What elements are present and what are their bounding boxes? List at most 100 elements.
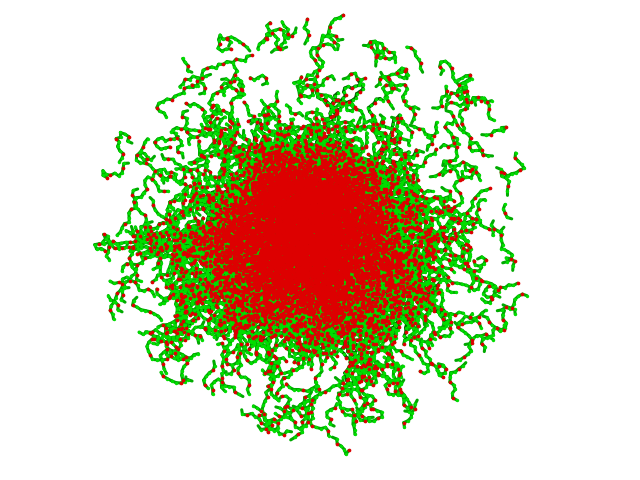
Point — [335, 106, 345, 113]
Point — [304, 278, 314, 286]
Point — [324, 153, 335, 161]
Point — [339, 243, 349, 251]
Point — [358, 183, 368, 191]
Point — [305, 202, 316, 210]
Point — [320, 309, 330, 317]
Point — [250, 172, 260, 180]
Point — [337, 178, 348, 186]
Point — [259, 146, 269, 154]
Point — [344, 254, 355, 262]
Point — [330, 183, 340, 191]
Point — [316, 287, 326, 294]
Point — [283, 224, 293, 231]
Point — [390, 244, 400, 252]
Point — [340, 203, 350, 211]
Point — [242, 180, 252, 187]
Point — [275, 219, 285, 227]
Point — [358, 243, 369, 251]
Point — [194, 287, 204, 294]
Point — [172, 291, 182, 299]
Point — [272, 215, 282, 222]
Point — [299, 252, 309, 259]
Point — [291, 253, 301, 261]
Point — [310, 142, 320, 150]
Point — [322, 197, 332, 204]
Point — [290, 210, 300, 217]
Point — [344, 254, 355, 262]
Point — [233, 147, 243, 155]
Point — [269, 224, 280, 231]
Point — [272, 219, 282, 227]
Point — [428, 221, 438, 228]
Point — [262, 235, 273, 243]
Point — [343, 193, 353, 201]
Point — [345, 251, 355, 259]
Point — [324, 296, 335, 303]
Point — [303, 143, 314, 151]
Point — [300, 246, 310, 254]
Point — [229, 170, 239, 178]
Point — [358, 227, 368, 235]
Point — [300, 282, 310, 290]
Point — [290, 181, 300, 189]
Point — [311, 265, 321, 273]
Point — [389, 135, 399, 143]
Point — [250, 280, 260, 288]
Point — [259, 275, 269, 282]
Point — [372, 226, 382, 233]
Point — [290, 257, 300, 265]
Point — [310, 251, 321, 258]
Point — [307, 223, 317, 231]
Point — [373, 179, 383, 187]
Point — [380, 272, 390, 279]
Point — [389, 293, 399, 300]
Point — [224, 247, 234, 254]
Point — [426, 294, 436, 301]
Point — [454, 241, 465, 249]
Point — [170, 170, 180, 178]
Point — [246, 301, 256, 309]
Point — [349, 230, 360, 238]
Point — [326, 206, 337, 214]
Point — [322, 230, 332, 238]
Point — [236, 267, 246, 275]
Point — [413, 188, 424, 195]
Point — [214, 106, 224, 113]
Point — [262, 207, 272, 215]
Point — [244, 206, 255, 214]
Point — [333, 229, 343, 237]
Point — [311, 267, 321, 275]
Point — [303, 237, 314, 244]
Point — [347, 246, 357, 254]
Point — [263, 223, 273, 230]
Point — [406, 44, 417, 52]
Point — [244, 224, 254, 232]
Point — [291, 274, 301, 281]
Point — [207, 272, 217, 279]
Point — [278, 152, 288, 159]
Point — [211, 254, 221, 262]
Point — [381, 333, 392, 340]
Point — [449, 235, 460, 243]
Point — [307, 175, 317, 183]
Point — [234, 205, 244, 213]
Point — [354, 302, 364, 310]
Point — [296, 255, 306, 263]
Point — [342, 295, 352, 302]
Point — [262, 194, 272, 202]
Point — [404, 399, 415, 407]
Point — [307, 192, 317, 200]
Point — [279, 185, 289, 192]
Point — [211, 275, 221, 282]
Point — [268, 316, 278, 324]
Point — [380, 277, 390, 285]
Point — [237, 246, 248, 254]
Point — [308, 174, 319, 181]
Point — [301, 241, 311, 249]
Point — [322, 234, 332, 242]
Point — [283, 271, 293, 279]
Point — [312, 185, 323, 192]
Point — [344, 224, 355, 231]
Point — [320, 213, 330, 221]
Point — [454, 309, 464, 316]
